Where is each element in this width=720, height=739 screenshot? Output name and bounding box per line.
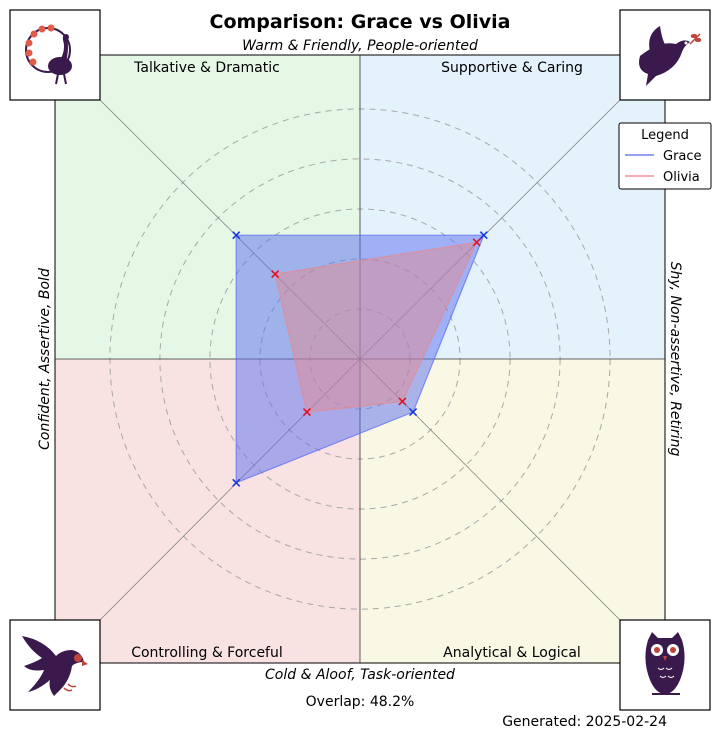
data-point-grace-3 [408, 407, 418, 417]
marker-stroke [271, 270, 280, 279]
quadrant-label-bl: Controlling & Forceful [131, 645, 283, 661]
peacock-icon [9, 9, 101, 101]
legend: Legend Grace Olivia [618, 122, 712, 190]
eagle-icon [9, 619, 101, 711]
data-point-grace-2 [479, 231, 488, 240]
marker-stroke [472, 238, 481, 247]
axis-label-left: Confident, Assertive, Bold [37, 268, 53, 450]
data-point-olivia-4 [302, 407, 312, 417]
legend-title: Legend [641, 128, 689, 143]
generated-text: Generated: 2025-02-24 [502, 714, 667, 730]
chart-title: Comparison: Grace vs Olivia [210, 11, 511, 33]
axis-label-top: Warm & Friendly, People-oriented [242, 38, 478, 54]
marker-stroke [302, 407, 312, 417]
marker-stroke [232, 478, 241, 487]
quadrant-label-tr: Supportive & Caring [441, 60, 583, 76]
marker-stroke [408, 407, 418, 417]
overlap-text: Overlap: 48.2% [306, 694, 415, 710]
dove-icon [619, 9, 711, 101]
legend-label-olivia: Olivia [663, 170, 700, 185]
data-point-grace-4 [232, 478, 241, 487]
marker-stroke [232, 231, 241, 240]
quadrant-label-br: Analytical & Logical [443, 645, 581, 661]
quadrant-label-tl: Talkative & Dramatic [133, 60, 280, 76]
data-point-olivia-1 [271, 270, 280, 279]
marker-stroke [479, 231, 488, 240]
data-point-olivia-3 [398, 397, 407, 406]
data-point-olivia-2 [472, 238, 481, 247]
data-point-grace-1 [232, 231, 241, 240]
legend-label-grace: Grace [663, 149, 702, 164]
axis-label-bottom: Cold & Aloof, Task-oriented [265, 667, 455, 683]
marker-stroke [398, 397, 407, 406]
radar-series [232, 231, 488, 487]
owl-icon [619, 619, 711, 711]
axis-label-right: Shy, Non-assertive, Retiring [667, 262, 683, 457]
